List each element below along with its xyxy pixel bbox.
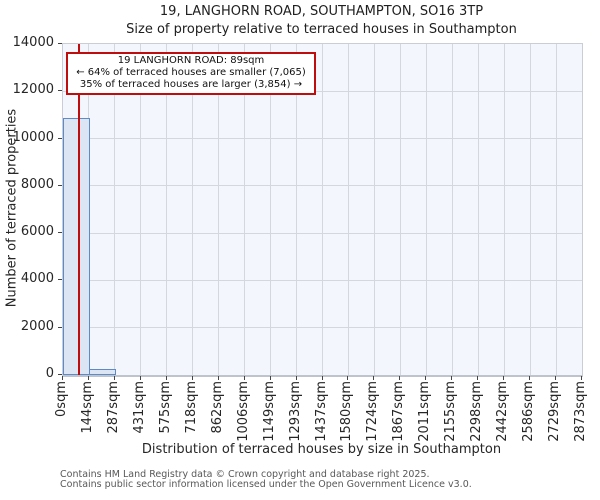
x-tick-mark (399, 376, 401, 380)
x-tick-label: 2729sqm (547, 381, 563, 442)
y-tick-mark (58, 90, 62, 92)
x-gridline (140, 44, 142, 375)
x-gridline (347, 44, 349, 375)
x-gridline (425, 44, 427, 375)
y-tick-label: 8000 (20, 176, 54, 192)
footer: Contains HM Land Registry data © Crown c… (60, 470, 472, 490)
x-tick-label: 144sqm (79, 381, 95, 434)
x-tick-mark (581, 376, 582, 380)
x-axis-title: Distribution of terraced houses by size … (141, 442, 502, 457)
x-tick-label: 1867sqm (391, 381, 407, 442)
x-gridline (399, 44, 401, 375)
x-tick-label: 2442sqm (495, 381, 511, 442)
x-gridline (322, 44, 323, 375)
x-tick-mark (321, 376, 323, 380)
chart-title: 19, LANGHORN ROAD, SOUTHAMPTON, SO16 3TP (159, 4, 484, 19)
annotation-line-1: 19 LANGHORN ROAD: 89sqm (117, 55, 265, 66)
x-tick-label: 1437sqm (313, 381, 329, 442)
x-tick-label: 1149sqm (261, 381, 277, 442)
x-tick-mark (451, 376, 453, 380)
x-tick-mark (113, 376, 115, 380)
x-gridline (192, 44, 194, 375)
y-tick-mark (58, 232, 62, 234)
x-gridline (166, 44, 168, 375)
annotation-line-2: ← 64% of terraced houses are smaller (7,… (76, 67, 306, 78)
x-tick-mark (87, 376, 89, 380)
annotation-box: 19 LANGHORN ROAD: 89sqm ← 64% of terrace… (66, 52, 316, 95)
x-tick-mark (269, 376, 271, 380)
y-tick-label: 14000 (12, 35, 54, 50)
annotation-line-3: 35% of terraced houses are larger (3,854… (79, 79, 303, 90)
y-tick-mark (58, 184, 62, 186)
y-tick-mark (58, 279, 62, 281)
x-tick-mark (503, 376, 505, 380)
x-tick-mark (165, 376, 167, 380)
x-tick-label: 2873sqm (573, 381, 588, 442)
footer-line-2: Contains public sector information licen… (60, 479, 472, 490)
x-tick-label: 0sqm (54, 381, 69, 417)
x-gridline (503, 44, 505, 375)
x-gridline (218, 44, 220, 375)
histogram-bar (88, 369, 116, 375)
x-tick-mark (295, 376, 297, 380)
x-gridline (296, 44, 298, 375)
y-tick-label: 6000 (20, 224, 54, 240)
footer-line-1: Contains HM Land Registry data © Crown c… (60, 469, 430, 480)
x-tick-mark (217, 376, 219, 380)
x-tick-label: 1006sqm (235, 381, 251, 442)
y-tick-label: 10000 (12, 129, 54, 145)
y-tick-mark (58, 374, 62, 375)
x-tick-label: 2586sqm (521, 381, 537, 442)
y-tick-label: 4000 (20, 271, 54, 287)
x-tick-mark (62, 376, 63, 380)
x-gridline (244, 44, 246, 375)
y-tick-mark (58, 43, 62, 44)
x-tick-label: 1293sqm (287, 381, 303, 442)
x-gridline (270, 44, 272, 375)
histogram-bar (63, 118, 90, 375)
x-tick-mark (373, 376, 375, 380)
x-gridline (529, 44, 531, 375)
y-tick-mark (58, 326, 62, 328)
y-tick-label: 2000 (20, 318, 54, 334)
x-tick-mark (347, 376, 349, 380)
x-gridline (477, 44, 479, 375)
x-tick-label: 1580sqm (339, 381, 355, 442)
x-tick-mark (529, 376, 531, 380)
property-size-marker (78, 44, 80, 375)
chart-subtitle: Size of property relative to terraced ho… (126, 22, 517, 37)
x-gridline (555, 44, 557, 375)
x-tick-mark (191, 376, 193, 380)
x-tick-label: 287sqm (105, 381, 121, 434)
x-gridline (451, 44, 453, 375)
x-gridline (114, 44, 116, 375)
y-tick-label: 12000 (12, 82, 54, 98)
x-tick-mark (555, 376, 557, 380)
x-tick-label: 2298sqm (469, 381, 485, 442)
x-tick-mark (243, 376, 245, 380)
x-tick-mark (425, 376, 427, 380)
x-tick-label: 1724sqm (365, 381, 381, 442)
x-tick-label: 862sqm (209, 381, 225, 434)
x-tick-mark (477, 376, 479, 380)
x-tick-label: 2155sqm (443, 381, 459, 442)
x-tick-mark (139, 376, 141, 380)
y-tick-mark (58, 137, 62, 139)
x-gridline (373, 44, 375, 375)
y-tick-label: 0 (45, 366, 54, 381)
x-tick-label: 2011sqm (417, 381, 433, 442)
x-tick-label: 575sqm (157, 381, 173, 434)
plot-area: 19 LANGHORN ROAD: 89sqm ← 64% of terrace… (62, 43, 583, 377)
x-tick-label: 431sqm (131, 381, 147, 434)
x-tick-label: 718sqm (183, 381, 199, 434)
